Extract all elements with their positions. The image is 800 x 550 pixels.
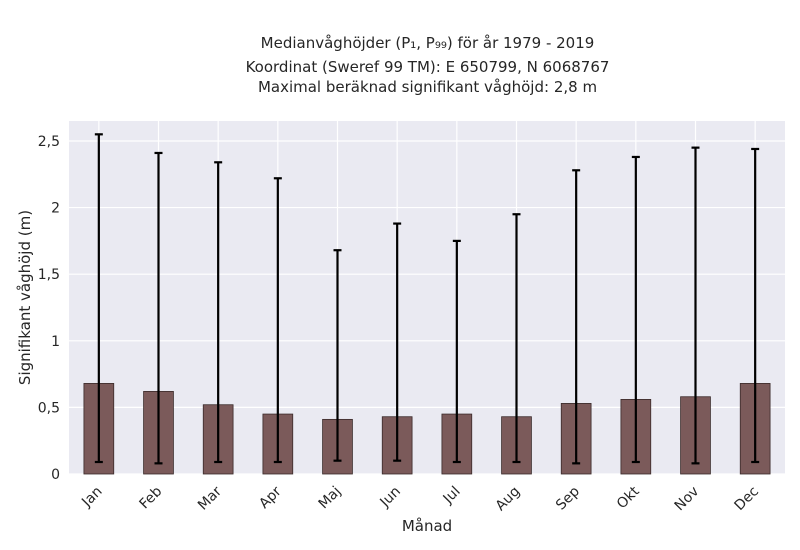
y-tick-labels: 0 0,5 1 1,5 2 2,5 (38, 134, 60, 483)
error-bar-okt (631, 155, 640, 464)
x-tick-label-mar: Mar (195, 483, 225, 513)
x-tick-label-feb: Feb (136, 483, 165, 512)
x-tick-label-jan: Jan (78, 484, 105, 511)
x-tick-label-apr: Apr (256, 483, 285, 512)
y-tick-label: 1 (51, 334, 60, 350)
y-axis-label: Signifikant våghöjd (m) (16, 210, 34, 385)
y-tick-label: 0,5 (38, 400, 60, 416)
error-bar-jul (452, 239, 461, 464)
y-tick-label: 1,5 (38, 267, 60, 283)
error-bar-jan (94, 133, 103, 464)
x-axis-label: Månad (402, 517, 452, 535)
chart-title-line-2: Koordinat (Sweref 99 TM): E 650799, N 60… (245, 58, 610, 76)
x-tick-label-maj: Maj (316, 484, 345, 513)
x-tick-label-jun: Jun (377, 484, 404, 511)
x-tick-label-nov: Nov (672, 484, 703, 515)
plot-background (69, 121, 785, 474)
y-tick-label: 0 (51, 467, 60, 483)
x-tick-label-dec: Dec (732, 484, 762, 514)
error-bar-nov (691, 146, 700, 465)
error-bar-jun (393, 222, 402, 462)
error-bar-feb (154, 151, 163, 465)
error-bar-mar (214, 161, 223, 464)
x-tick-label-jul: Jul (440, 484, 464, 508)
error-bars (94, 133, 760, 465)
chart-title-line-1: Medianvåghöjder (P₁, P₉₉) för år 1979 - … (260, 34, 595, 52)
x-tick-label-aug: Aug (493, 484, 524, 515)
error-bar-sep (572, 169, 581, 465)
error-bar-maj (333, 249, 342, 462)
y-tick-label: 2,5 (38, 134, 60, 150)
x-tick-label-sep: Sep (553, 483, 583, 513)
chart-title-line-3: Maximal beräknad signifikant våghöjd: 2,… (257, 78, 598, 96)
x-tick-label-okt: Okt (614, 483, 643, 512)
error-bar-dec (751, 147, 760, 464)
x-tick-labels: Jan Feb Mar Apr Maj Jun Jul Aug Sep Okt Nov Dec (78, 483, 762, 514)
error-bar-apr (273, 177, 282, 464)
error-bar-aug (512, 213, 521, 464)
y-tick-label: 2 (51, 201, 60, 217)
